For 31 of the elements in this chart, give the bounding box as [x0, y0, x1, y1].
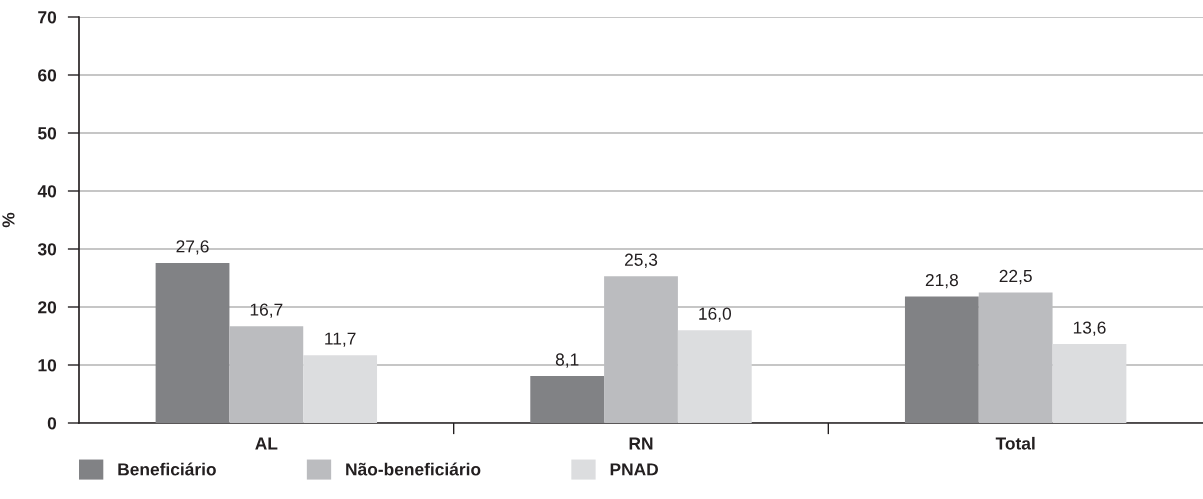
y-tick-label: 0	[47, 417, 57, 430]
bar	[530, 376, 605, 423]
y-tick-label: 40	[37, 185, 57, 198]
bar	[677, 330, 752, 423]
data-label: 21,8	[925, 273, 958, 289]
x-tick-label: AL	[255, 437, 278, 450]
bar	[1052, 344, 1127, 423]
data-label: 13,6	[1073, 321, 1106, 336]
bar	[229, 326, 304, 423]
data-label: 16,7	[250, 303, 283, 318]
y-tick-label: 10	[38, 359, 57, 372]
x-tick-label: RN	[629, 437, 653, 450]
data-label: 11,7	[325, 332, 356, 347]
bar	[904, 296, 979, 423]
data-label: 25,3	[624, 253, 658, 268]
legend-label: PNAD	[610, 463, 658, 476]
y-tick-label: 70	[38, 11, 57, 24]
data-label: 16,0	[699, 307, 732, 322]
bar	[303, 355, 378, 423]
bar	[155, 262, 230, 423]
legend-label: Não-beneficiário	[346, 462, 481, 476]
data-label: 27,6	[176, 240, 209, 255]
y-tick-label: 20	[38, 301, 57, 314]
legend-label: Beneficiário	[118, 462, 216, 476]
y-axis-title: %	[2, 212, 15, 228]
y-tick-label: 30	[37, 243, 57, 256]
x-tick-label: Total	[995, 436, 1035, 450]
data-label: 22,5	[999, 269, 1032, 285]
y-tick-label: 60	[38, 69, 57, 82]
y-tick-label: 50	[38, 127, 57, 140]
data-label: 8,1	[555, 353, 579, 368]
